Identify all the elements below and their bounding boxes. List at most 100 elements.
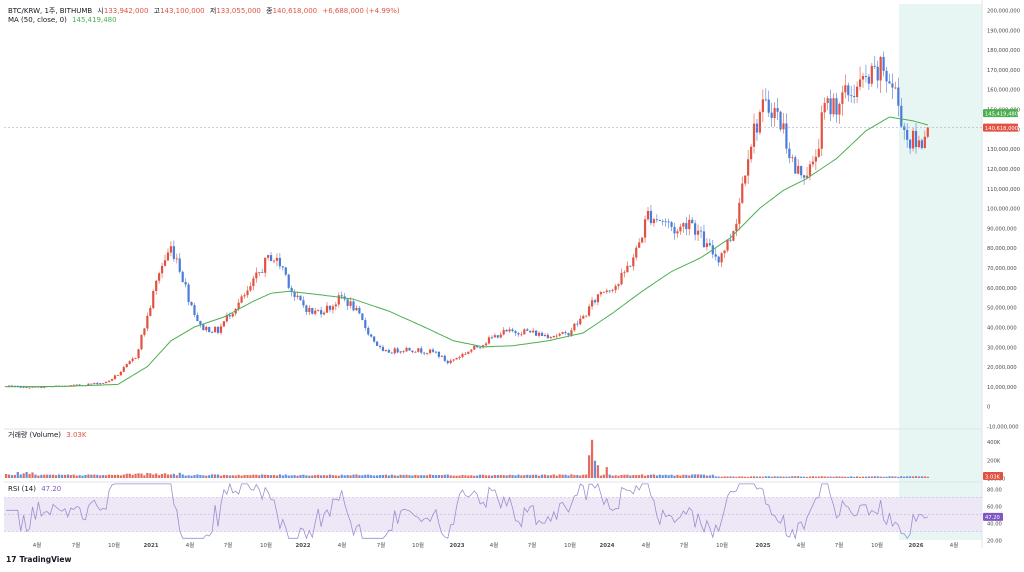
candle-body xyxy=(911,130,915,149)
volume-bar xyxy=(585,474,588,478)
volume-bar xyxy=(696,474,700,478)
volume-bar xyxy=(49,474,52,478)
volume-bar xyxy=(63,474,66,478)
time-axis-tick: 4월 xyxy=(338,541,346,549)
volume-bar xyxy=(664,474,667,478)
volume-bar xyxy=(876,476,879,478)
volume-bar xyxy=(856,476,859,478)
candle-body xyxy=(149,307,152,316)
symbol-name[interactable]: BTC/KRW, 1주, BITHUMB xyxy=(8,7,93,15)
volume-bar xyxy=(93,474,96,478)
volume-bar xyxy=(608,474,611,478)
volume-bar xyxy=(926,476,929,478)
candle-body xyxy=(570,330,573,336)
volume-bar xyxy=(155,473,158,478)
volume-last-tag xyxy=(983,472,1003,480)
volume-bar xyxy=(906,476,909,478)
rsi-axis-tick: 60.00 xyxy=(987,505,1002,511)
candle-body xyxy=(175,258,178,260)
volume-bar xyxy=(823,476,826,478)
volume-bar xyxy=(31,472,34,478)
volume-bar xyxy=(652,474,655,478)
time-axis-tick: 7월 xyxy=(224,541,232,549)
candle-body xyxy=(708,243,711,246)
volume-bar xyxy=(116,474,120,478)
volume-bar xyxy=(378,475,382,478)
candle-body xyxy=(835,98,838,115)
last-price-tag-text: 140,618,000 xyxy=(985,126,1018,132)
volume-bar xyxy=(676,474,679,478)
candle-body xyxy=(726,239,729,251)
volume-bar xyxy=(873,476,876,478)
volume-bar xyxy=(649,474,653,478)
volume-bar xyxy=(252,474,255,478)
candle-body xyxy=(611,290,614,291)
candle-body xyxy=(847,85,850,96)
candle-body xyxy=(861,76,865,80)
candle-body xyxy=(476,345,479,348)
volume-bar xyxy=(679,475,682,478)
candle-body xyxy=(856,86,859,98)
candle-body xyxy=(193,305,196,315)
candle-body xyxy=(408,347,411,351)
price-axis-tick: 80,000,000 xyxy=(987,246,1017,252)
candle-body xyxy=(249,286,252,291)
volume-bar xyxy=(564,474,567,478)
ma-legend[interactable]: MA (50, close, 0) 145,419,480 xyxy=(8,16,120,25)
volume-bar xyxy=(694,474,697,478)
candle-body xyxy=(788,148,791,159)
candle-body xyxy=(131,358,134,362)
volume-bar xyxy=(34,474,37,478)
volume-bar xyxy=(537,475,541,478)
volume-bar xyxy=(54,475,58,478)
volume-bar xyxy=(66,474,69,478)
volume-bar xyxy=(626,474,629,478)
volume-bar xyxy=(364,474,367,478)
tradingview-logo[interactable]: 17 TradingView xyxy=(6,555,71,564)
volume-bar xyxy=(269,475,273,478)
volume-bar xyxy=(331,475,334,478)
candle-body xyxy=(119,371,122,376)
volume-bar xyxy=(373,475,376,478)
volume-bar xyxy=(381,474,385,478)
candle-body xyxy=(346,299,349,306)
candle-body xyxy=(484,343,488,346)
volume-bar xyxy=(134,473,137,478)
candle-body xyxy=(493,335,496,338)
candle-body xyxy=(599,292,602,295)
volume-bar xyxy=(264,474,267,478)
candle-body xyxy=(829,98,832,115)
volume-bar xyxy=(202,475,205,478)
candle-body xyxy=(593,300,597,303)
candle-body xyxy=(69,385,72,387)
candle-body xyxy=(502,329,505,335)
candle-body xyxy=(579,318,582,325)
rsi-legend[interactable]: RSI (14) 47.20 xyxy=(8,485,64,494)
candle-body xyxy=(558,333,561,336)
candle-body xyxy=(805,175,809,178)
volume-bar xyxy=(166,474,170,478)
volume-bar xyxy=(535,474,538,478)
candle-body xyxy=(729,239,732,241)
volume-bar xyxy=(838,476,841,478)
volume-bar xyxy=(646,475,650,478)
volume-legend[interactable]: 거래량 (Volume) 3.03K xyxy=(8,431,89,440)
candle-body xyxy=(384,349,388,351)
volume-bar xyxy=(181,474,184,478)
volume-bar xyxy=(811,476,815,478)
candle-body xyxy=(426,353,429,354)
candle-body xyxy=(314,310,317,314)
volume-bar xyxy=(499,475,502,478)
candle-body xyxy=(917,140,921,148)
candle-body xyxy=(43,386,46,388)
candle-body xyxy=(635,247,638,258)
candle-body xyxy=(679,226,682,232)
volume-bar xyxy=(620,474,623,478)
volume-bar xyxy=(387,475,390,478)
candle-body xyxy=(473,345,476,350)
volume-bar xyxy=(735,476,738,478)
ma-50-line xyxy=(6,116,928,388)
candle-body xyxy=(776,108,779,112)
